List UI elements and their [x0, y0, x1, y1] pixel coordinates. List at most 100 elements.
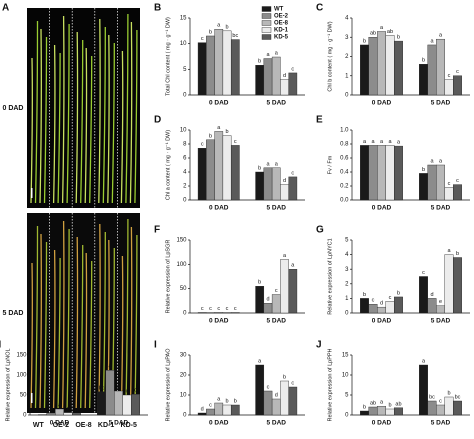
y-axis-label: Relative expression of LpSGR — [165, 240, 171, 314]
y-tick-label: 0 — [183, 413, 187, 419]
bar — [377, 145, 385, 200]
significance-letter: b — [225, 398, 228, 404]
bar — [272, 57, 280, 95]
significance-letter: a — [283, 253, 287, 259]
significance-letter: a — [275, 50, 279, 56]
bar — [428, 165, 436, 200]
x-tick-label: 0 DAD — [209, 100, 229, 107]
bar — [256, 65, 264, 95]
bar — [215, 29, 223, 95]
y-tick-label: 6 — [183, 156, 187, 162]
significance-letter: c — [234, 306, 237, 312]
bar — [215, 312, 223, 313]
panel-letter: I — [154, 340, 157, 351]
x-tick-label: 0 DAD — [372, 318, 392, 325]
x-tick-label: 0 DAD — [209, 205, 229, 212]
y-axis-label: Chl b content ( mg · g⁻¹ DW) — [327, 21, 333, 91]
significance-letter: c — [226, 306, 229, 312]
significance-letter: b — [363, 292, 366, 298]
bar — [123, 395, 131, 415]
significance-letter: c — [234, 139, 237, 145]
bar — [256, 365, 264, 415]
y-tick-label: 1 — [345, 73, 349, 79]
significance-letter: b — [397, 35, 400, 41]
bar — [428, 45, 436, 95]
bar — [436, 405, 444, 415]
significance-letter: a — [380, 139, 384, 145]
y-tick-label: 15 — [342, 353, 349, 359]
y-tick-label: 20 — [180, 373, 187, 379]
bar — [215, 131, 223, 200]
y-tick-label: 1.0 — [340, 128, 349, 134]
bar — [369, 37, 377, 95]
bar — [206, 140, 214, 200]
significance-letter: d — [283, 178, 286, 184]
significance-letter: c — [201, 142, 204, 148]
scale-bar — [31, 393, 33, 403]
scale-bar — [31, 188, 33, 198]
significance-letter: c — [75, 407, 78, 413]
significance-letter: a — [371, 139, 375, 145]
bar — [419, 277, 427, 314]
x-tick-label: 5 DAD — [266, 420, 286, 427]
bar — [47, 413, 55, 415]
significance-letter: c — [275, 288, 278, 294]
y-tick-label: 2 — [183, 184, 187, 190]
significance-letter: b — [422, 58, 425, 64]
y-axis-label: Relative expression of LpNOL — [5, 348, 11, 421]
bar — [272, 295, 280, 313]
y-tick-label: 0.8 — [340, 142, 349, 148]
bar — [280, 259, 288, 313]
bar — [453, 76, 461, 95]
significance-letter: b — [225, 24, 228, 30]
bar — [72, 413, 80, 415]
bar — [289, 387, 297, 415]
significance-letter: b — [209, 29, 212, 35]
x-tick-label: 0 DAD — [209, 420, 229, 427]
bar — [280, 185, 288, 200]
bar — [453, 401, 461, 415]
significance-letter: c — [456, 69, 459, 75]
y-axis-label: Chl a content ( mg · g⁻¹ DW) — [165, 130, 171, 200]
y-tick-label: 10 — [180, 393, 187, 399]
y-axis-label: Total Chl content ( mg · g⁻¹ DW) — [165, 17, 171, 96]
y-tick-label: 0.0 — [340, 198, 349, 204]
x-tick-label: 0 DAD — [372, 205, 392, 212]
bar — [369, 407, 377, 415]
bar — [280, 381, 288, 415]
bar — [264, 168, 272, 200]
x-tick-label: 5 DAD — [431, 205, 451, 212]
significance-letter: a — [422, 358, 426, 364]
y-tick-label: 150 — [16, 353, 27, 359]
significance-letter: a — [447, 248, 451, 254]
y-tick-label: 30 — [180, 353, 187, 359]
significance-letter: ab — [370, 31, 376, 37]
significance-letter: c — [201, 36, 204, 42]
x-tick-label: 5 DAD — [431, 420, 451, 427]
significance-letter: b — [283, 374, 286, 380]
bar — [256, 286, 264, 313]
y-axis-label: Relative expression of LpNYC1 — [327, 238, 333, 314]
panel-letter: F — [154, 225, 160, 236]
significance-letter: a — [258, 358, 262, 364]
bar — [64, 413, 72, 415]
bar — [386, 145, 394, 200]
y-tick-label: 1 — [345, 296, 349, 302]
significance-letter: a — [397, 140, 401, 146]
y-tick-label: 150 — [176, 238, 187, 244]
significance-letter: a — [439, 33, 443, 39]
panel-letter: J — [316, 340, 322, 351]
panel-letter: B — [154, 3, 161, 14]
significance-letter: b — [397, 290, 400, 296]
row-label: 5 DAD — [2, 310, 23, 317]
bar — [445, 255, 453, 313]
y-tick-label: 5 — [183, 67, 187, 73]
significance-letter: b — [258, 165, 261, 171]
bar — [377, 307, 385, 313]
significance-letter: c — [291, 170, 294, 176]
bar — [445, 397, 453, 415]
bar — [419, 64, 427, 95]
y-tick-label: 4 — [345, 252, 349, 258]
x-tick-label: 5 DAD — [431, 318, 451, 325]
significance-letter: a — [430, 38, 434, 44]
